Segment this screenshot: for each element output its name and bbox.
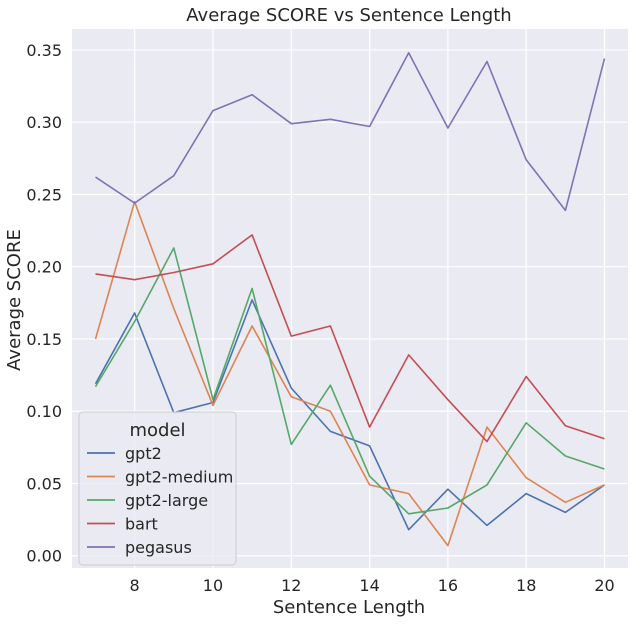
y-ticks: 0.00 0.05 0.10 0.15 0.20 0.25 0.30 0.35 <box>26 41 62 566</box>
x-tick-label: 16 <box>438 576 458 595</box>
chart-title: Average SCORE vs Sentence Length <box>186 5 511 26</box>
series-line-gpt2-medium <box>94 200 605 547</box>
legend-title: model <box>129 420 185 441</box>
legend-box <box>78 411 237 566</box>
series-lines <box>94 51 606 547</box>
y-tick-label: 0.35 <box>26 41 62 60</box>
series-line-gpt2-large <box>94 247 605 515</box>
legend-label: pegasus <box>125 538 192 557</box>
y-tick-label: 0.30 <box>26 113 62 132</box>
y-tick-label: 0.20 <box>26 258 62 277</box>
legend-label: gpt2 <box>125 444 162 463</box>
x-tick-label: 10 <box>203 576 223 595</box>
x-tick-label: 18 <box>516 576 536 595</box>
legend-label: bart <box>125 515 158 534</box>
y-tick-label: 0.00 <box>26 547 62 566</box>
x-axis-label: Sentence Length <box>273 597 425 618</box>
legend-label: gpt2-medium <box>125 468 233 487</box>
series-line-bart <box>95 234 605 443</box>
legend-label: gpt2-large <box>125 491 208 510</box>
y-tick-label: 0.15 <box>26 330 62 349</box>
y-axis-label: Average SCORE <box>4 229 25 371</box>
legend: model gpt2 gpt2-medium gpt2-large bart pegas… <box>78 411 237 566</box>
legend-items: gpt2 gpt2-medium gpt2-large bart pegasus <box>87 444 233 557</box>
y-tick-label: 0.10 <box>26 402 62 421</box>
series-line-pegasus <box>95 51 606 212</box>
x-ticks: 8 10 12 14 16 18 20 <box>130 576 615 595</box>
x-tick-label: 8 <box>130 576 140 595</box>
x-tick-label: 20 <box>594 576 614 595</box>
y-tick-label: 0.05 <box>26 474 62 493</box>
x-tick-label: 12 <box>281 576 301 595</box>
y-tick-label: 0.25 <box>26 185 62 204</box>
series-line-gpt2 <box>94 299 605 531</box>
x-tick-label: 14 <box>359 576 379 595</box>
